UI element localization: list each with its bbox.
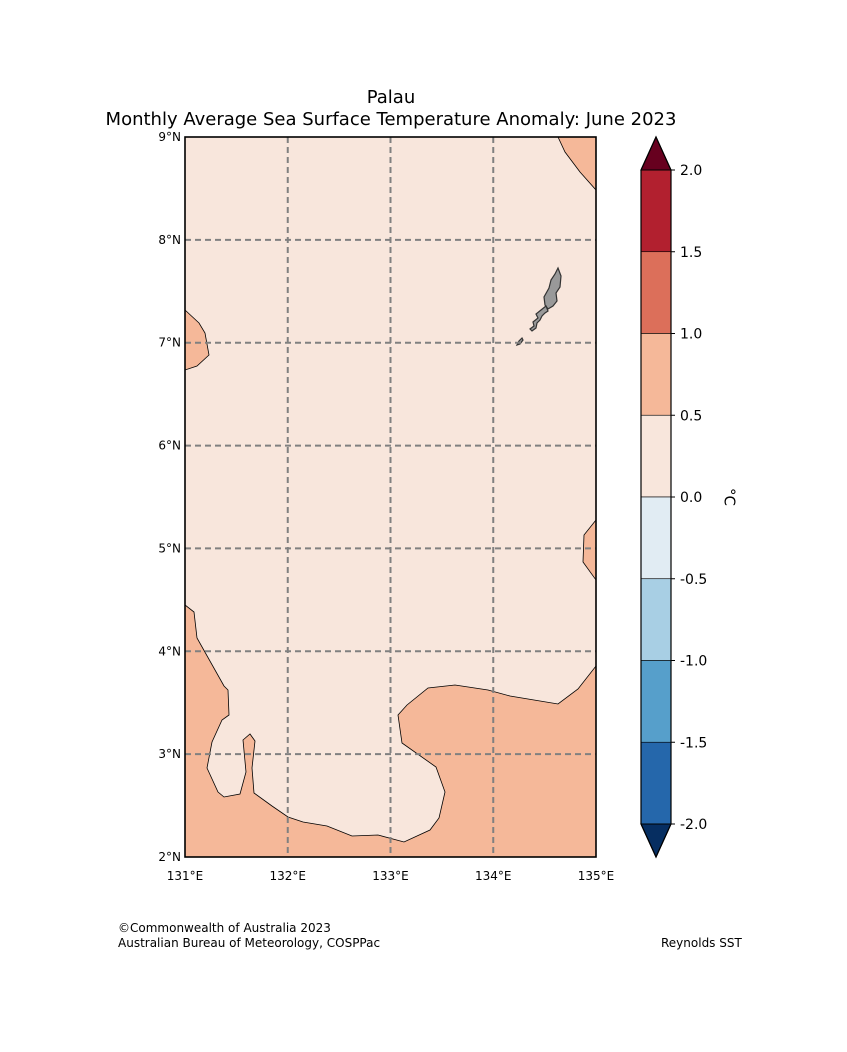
gridlines xyxy=(185,137,596,857)
map-title: Palau xyxy=(366,87,416,108)
palau-main-island xyxy=(543,266,562,310)
agency-text: Australian Bureau of Meteorology, COSPPa… xyxy=(118,936,381,950)
map-frame xyxy=(184,136,597,858)
colorbar-under-arrow xyxy=(640,823,672,859)
map-subtitle: Monthly Average Sea Surface Temperature … xyxy=(105,109,677,130)
colorbar-bin xyxy=(640,578,672,661)
warm-region-west xyxy=(185,309,210,371)
colorbar-bin xyxy=(640,414,672,498)
colorbar-bin xyxy=(640,660,672,743)
latitude-tick-label: 8°N xyxy=(158,233,181,247)
latitude-tick-label: 6°N xyxy=(158,439,181,453)
colorbar-tick-label: 1.0 xyxy=(680,327,702,343)
latitude-tick-label: 3°N xyxy=(158,747,181,761)
copyright-text: ©Commonwealth of Australia 2023 xyxy=(118,921,331,935)
colorbar-over-arrow xyxy=(640,135,672,171)
palau-rock-islands xyxy=(529,305,549,332)
warm-region-northeast xyxy=(557,137,596,191)
colorbar-tick-label: -1.5 xyxy=(680,735,707,751)
colorbar-bin xyxy=(640,741,672,825)
longitude-tick-label: 131°E xyxy=(167,869,204,883)
latitude-tick-label: 7°N xyxy=(158,336,181,350)
warm-region-east xyxy=(582,519,596,581)
longitude-tick-label: 134°E xyxy=(475,869,512,883)
colorbar-unit-label: °C xyxy=(721,488,739,506)
colorbar-tick-label: -0.5 xyxy=(680,572,707,588)
latitude-tick-labels: 9°N 8°N 7°N 6°N 5°N 4°N 3°N 2°N xyxy=(158,130,181,864)
data-source-text: Reynolds SST xyxy=(661,936,742,950)
colorbar-tick-label: -2.0 xyxy=(680,817,707,833)
colorbar-tick-label: -1.0 xyxy=(680,654,707,670)
longitude-tick-label: 132°E xyxy=(270,869,307,883)
colorbar-bin xyxy=(640,333,672,416)
latitude-tick-label: 5°N xyxy=(158,541,181,555)
colorbar: 2.0 1.5 1.0 0.5 0.0 -0.5 -1.0 -1.5 -2.0 xyxy=(640,135,707,859)
map-area xyxy=(185,137,596,857)
colorbar-tick-label: 1.5 xyxy=(680,245,702,261)
latitude-tick-label: 4°N xyxy=(158,644,181,658)
warm-region-south xyxy=(185,604,596,857)
colorbar-tick-label: 0.5 xyxy=(680,408,702,424)
longitude-tick-label: 133°E xyxy=(372,869,409,883)
longitude-tick-labels: 131°E 132°E 133°E 134°E 135°E xyxy=(167,869,615,883)
latitude-tick-label: 9°N xyxy=(158,130,181,144)
latitude-tick-label: 2°N xyxy=(158,850,181,864)
colorbar-bin xyxy=(640,169,672,253)
colorbar-bin xyxy=(640,496,672,580)
colorbar-tick-label: 2.0 xyxy=(680,163,702,179)
longitude-tick-label: 135°E xyxy=(578,869,615,883)
colorbar-tick-label: 0.0 xyxy=(680,490,702,506)
colorbar-bin xyxy=(640,251,672,334)
